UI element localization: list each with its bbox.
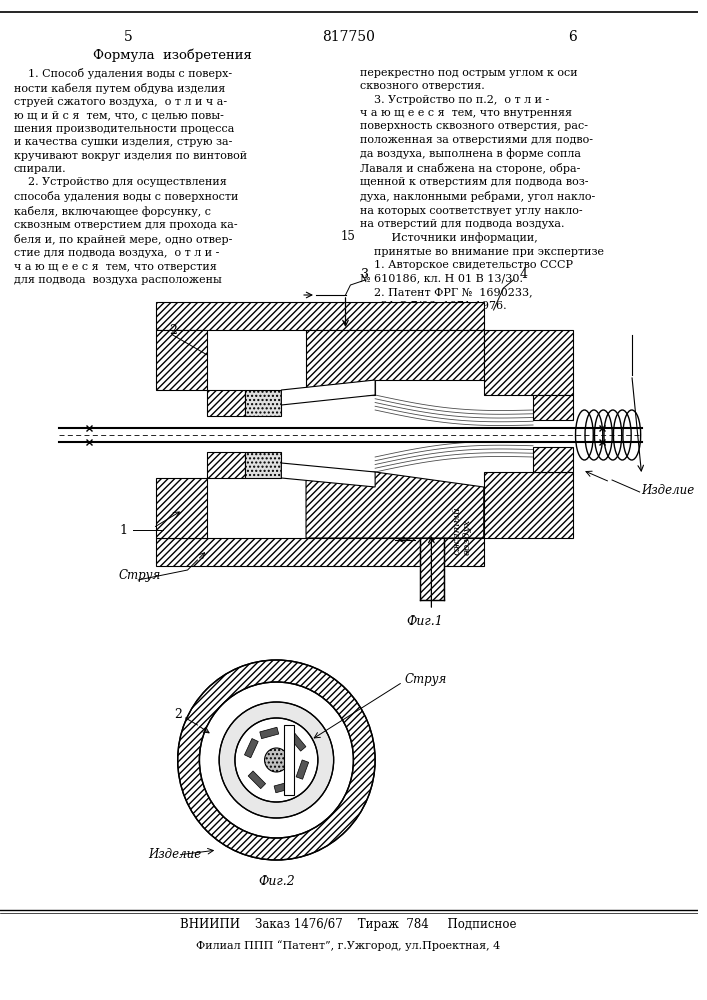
- Polygon shape: [156, 330, 207, 390]
- Polygon shape: [281, 380, 375, 405]
- Text: Изделие: Изделие: [148, 848, 201, 861]
- Polygon shape: [281, 463, 375, 487]
- Text: сжатый
воздух: сжатый воздух: [452, 506, 472, 555]
- Polygon shape: [306, 330, 484, 395]
- Text: 15: 15: [341, 230, 356, 243]
- Polygon shape: [284, 725, 294, 795]
- Text: Изделие: Изделие: [642, 484, 695, 496]
- Text: 817750: 817750: [322, 30, 375, 44]
- Circle shape: [264, 748, 288, 772]
- Text: 2: 2: [174, 708, 182, 722]
- Polygon shape: [248, 771, 266, 789]
- Polygon shape: [156, 538, 484, 566]
- Text: Струя: Струя: [404, 674, 447, 686]
- Polygon shape: [245, 390, 281, 416]
- Polygon shape: [207, 452, 245, 478]
- Text: Фиг.1: Фиг.1: [406, 615, 443, 628]
- Text: 1: 1: [119, 524, 127, 536]
- Text: Фиг.2: Фиг.2: [258, 875, 295, 888]
- Text: перекрестно под острым углом к оси
сквозного отверстия.
    3. Устройство по п.2: перекрестно под острым углом к оси сквоз…: [361, 68, 604, 310]
- Text: 5: 5: [124, 30, 133, 44]
- Text: Струя: Струя: [119, 568, 160, 582]
- Polygon shape: [274, 781, 293, 793]
- Polygon shape: [484, 472, 573, 538]
- Polygon shape: [484, 330, 573, 395]
- Text: 1. Способ удаления воды с поверх-
ности кабеля путем обдува изделия
струей сжато: 1. Способ удаления воды с поверх- ности …: [14, 68, 247, 285]
- Polygon shape: [245, 739, 258, 758]
- Polygon shape: [245, 452, 281, 478]
- Text: ВНИИПИ    Заказ 1476/67    Тираж  784     Подписное: ВНИИПИ Заказ 1476/67 Тираж 784 Подписное: [180, 918, 517, 931]
- Polygon shape: [259, 727, 279, 739]
- Polygon shape: [296, 760, 309, 779]
- Polygon shape: [289, 733, 306, 751]
- Text: 6: 6: [568, 30, 577, 44]
- Polygon shape: [533, 395, 573, 420]
- Polygon shape: [533, 447, 573, 472]
- Text: 3: 3: [361, 268, 369, 282]
- Polygon shape: [156, 302, 484, 330]
- Text: 4: 4: [519, 268, 527, 282]
- Polygon shape: [306, 472, 484, 538]
- Polygon shape: [156, 478, 207, 538]
- Text: Филиал ППП “Патент”, г.Ужгород, ул.Проектная, 4: Филиал ППП “Патент”, г.Ужгород, ул.Проек…: [197, 940, 501, 951]
- Text: 2: 2: [169, 324, 177, 336]
- Text: Формула  изобретения: Формула изобретения: [93, 48, 252, 62]
- Polygon shape: [419, 538, 444, 600]
- Polygon shape: [207, 390, 245, 416]
